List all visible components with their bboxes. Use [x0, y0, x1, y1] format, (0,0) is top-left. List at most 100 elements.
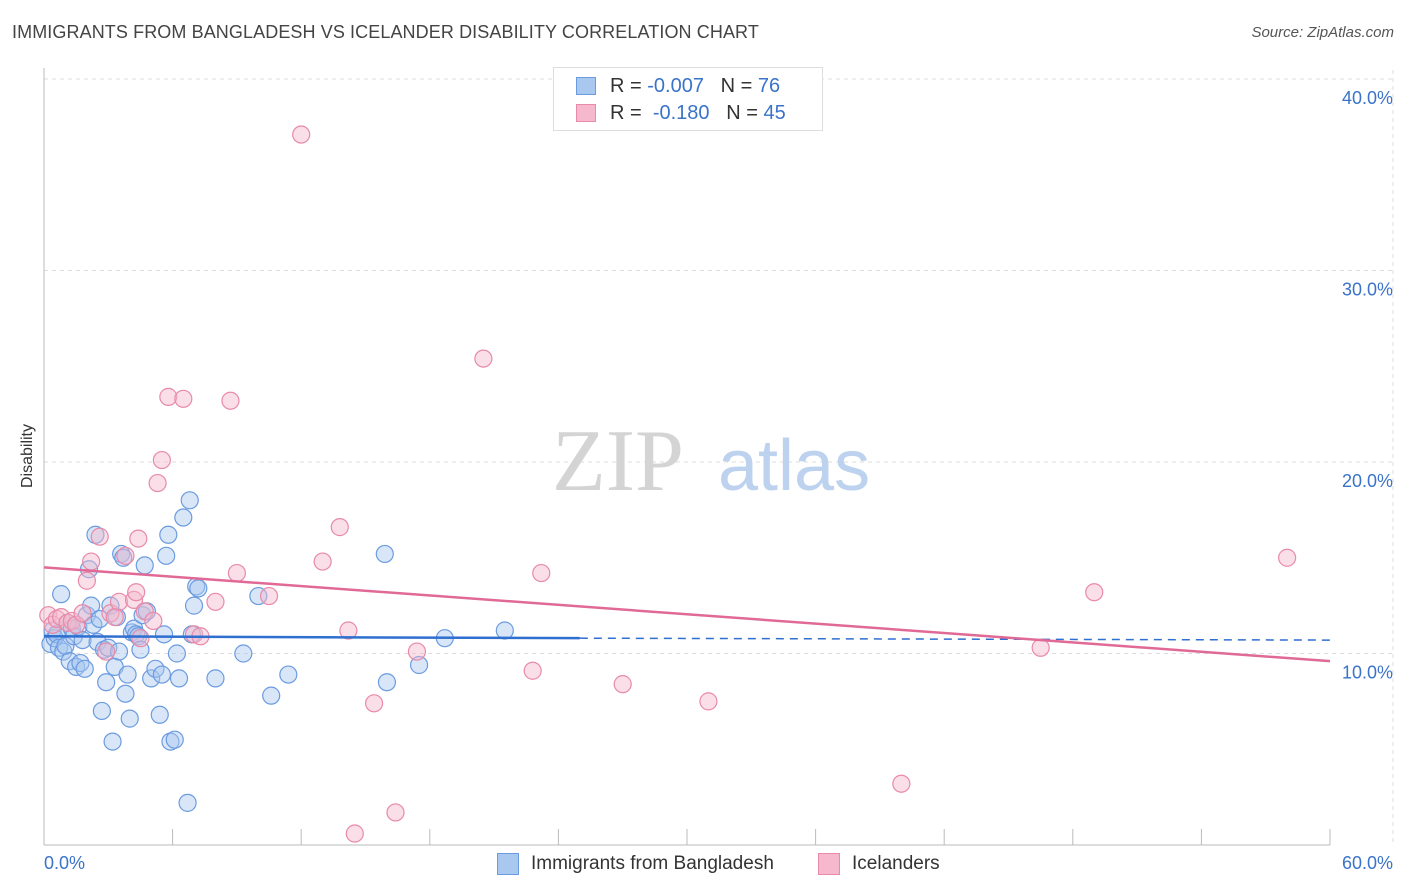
watermark: ZIP atlas — [552, 413, 870, 510]
legend-swatch-pink — [576, 104, 596, 122]
y-tick-label: 30.0% — [1342, 280, 1393, 300]
series-swatch-bangladesh — [497, 853, 519, 875]
point-icelanders — [206, 592, 225, 611]
point-bangladesh — [120, 709, 139, 728]
point-icelanders — [1031, 638, 1050, 657]
point-icelanders — [67, 615, 86, 634]
point-bangladesh — [150, 705, 169, 724]
point-icelanders — [892, 774, 911, 793]
point-bangladesh — [152, 665, 171, 684]
point-icelanders — [152, 450, 171, 470]
point-icelanders — [159, 387, 178, 406]
series-legend-icelanders: Icelanders — [818, 852, 940, 876]
point-icelanders — [131, 629, 150, 648]
point-bangladesh — [109, 642, 129, 661]
point-icelanders — [386, 803, 405, 822]
point-bangladesh — [409, 655, 429, 675]
point-icelanders — [129, 529, 148, 548]
point-bangladesh — [249, 586, 268, 606]
point-bangladesh — [169, 669, 189, 688]
point-bangladesh — [92, 701, 111, 721]
correlation-legend: R = -0.007 N = 76 R = -0.180 N = 45 — [553, 67, 823, 131]
point-bangladesh — [178, 793, 197, 812]
point-icelanders — [73, 604, 92, 623]
point-bangladesh — [118, 665, 137, 684]
point-icelanders — [474, 349, 493, 368]
point-bangladesh — [75, 659, 94, 678]
point-icelanders — [259, 586, 279, 606]
point-bangladesh — [154, 625, 174, 644]
point-icelanders — [523, 661, 542, 680]
trend-lines — [43, 566, 1331, 663]
point-bangladesh — [157, 546, 176, 565]
series-legend-bangladesh: Immigrants from Bangladesh — [497, 852, 774, 876]
point-icelanders — [116, 546, 135, 565]
point-icelanders — [227, 563, 246, 583]
point-bangladesh — [279, 665, 298, 684]
point-icelanders — [174, 389, 193, 408]
legend-n-label-blue: N = — [720, 74, 753, 97]
point-bangladesh — [206, 669, 225, 688]
point-icelanders — [330, 518, 349, 537]
legend-row-blue: R = -0.007 N = 76 — [576, 75, 780, 97]
chart-title: IMMIGRANTS FROM BANGLADESH VS ICELANDER … — [12, 22, 759, 42]
point-bangladesh — [165, 730, 184, 749]
point-icelanders — [345, 824, 364, 843]
x-tick-label: 60.0% — [1342, 853, 1393, 873]
watermark-zip: ZIP — [552, 413, 684, 510]
trend-line-extension-bangladesh — [579, 637, 1331, 641]
y-tick-label: 10.0% — [1342, 663, 1393, 683]
x-tick-label: 0.0% — [44, 853, 85, 873]
point-icelanders — [221, 391, 240, 410]
point-icelanders — [699, 692, 718, 711]
point-bangladesh — [234, 644, 253, 663]
point-bangladesh — [262, 686, 281, 705]
legend-r-value-blue: -0.007 — [647, 74, 704, 97]
point-bangladesh — [142, 669, 161, 688]
series-swatch-icelanders — [818, 853, 840, 875]
point-icelanders — [184, 625, 204, 644]
point-icelanders — [1085, 583, 1104, 602]
point-bangladesh — [103, 732, 122, 751]
point-bangladesh — [52, 585, 71, 604]
point-icelanders — [109, 592, 129, 611]
point-icelanders — [97, 642, 116, 661]
point-bangladesh — [495, 621, 514, 640]
legend-n-value-pink: 45 — [763, 101, 786, 124]
point-icelanders — [292, 125, 311, 144]
legend-swatch-blue — [576, 77, 596, 95]
point-icelanders — [127, 583, 146, 602]
data-points — [39, 125, 1297, 843]
legend-r-label-pink: R = — [610, 101, 642, 124]
point-icelanders — [313, 552, 332, 571]
point-bangladesh — [73, 630, 92, 650]
legend-r-value-pink: -0.180 — [652, 101, 710, 124]
point-icelanders — [613, 675, 632, 694]
trend-line-icelanders — [43, 566, 1331, 663]
point-bangladesh — [101, 596, 120, 615]
point-bangladesh — [375, 544, 394, 564]
point-bangladesh — [180, 491, 199, 510]
point-bangladesh — [97, 673, 116, 692]
point-icelanders — [532, 563, 551, 583]
point-icelanders — [105, 608, 124, 627]
point-icelanders — [90, 527, 109, 546]
point-icelanders — [77, 571, 96, 590]
point-icelanders — [339, 621, 358, 640]
point-icelanders — [364, 694, 384, 713]
legend-row-pink: R = -0.180 N = 45 — [576, 102, 786, 124]
point-icelanders — [407, 642, 427, 661]
series-label-bangladesh: Immigrants from Bangladesh — [531, 853, 774, 874]
tick-labels: 10.0% 20.0% 30.0% 40.0% 0.0% 60.0% — [44, 88, 1393, 873]
legend-n-value-blue: 76 — [757, 74, 781, 97]
legend-n-label-pink: N = — [726, 101, 758, 124]
trend-line-bangladesh — [43, 635, 580, 640]
legend-r-label-blue: R = — [610, 74, 642, 97]
chart-source: Source: ZipAtlas.com — [1251, 24, 1394, 41]
point-bangladesh — [159, 525, 178, 544]
point-bangladesh — [116, 684, 135, 703]
point-bangladesh — [174, 508, 193, 527]
point-icelanders — [148, 473, 167, 493]
y-tick-label: 40.0% — [1342, 88, 1393, 108]
